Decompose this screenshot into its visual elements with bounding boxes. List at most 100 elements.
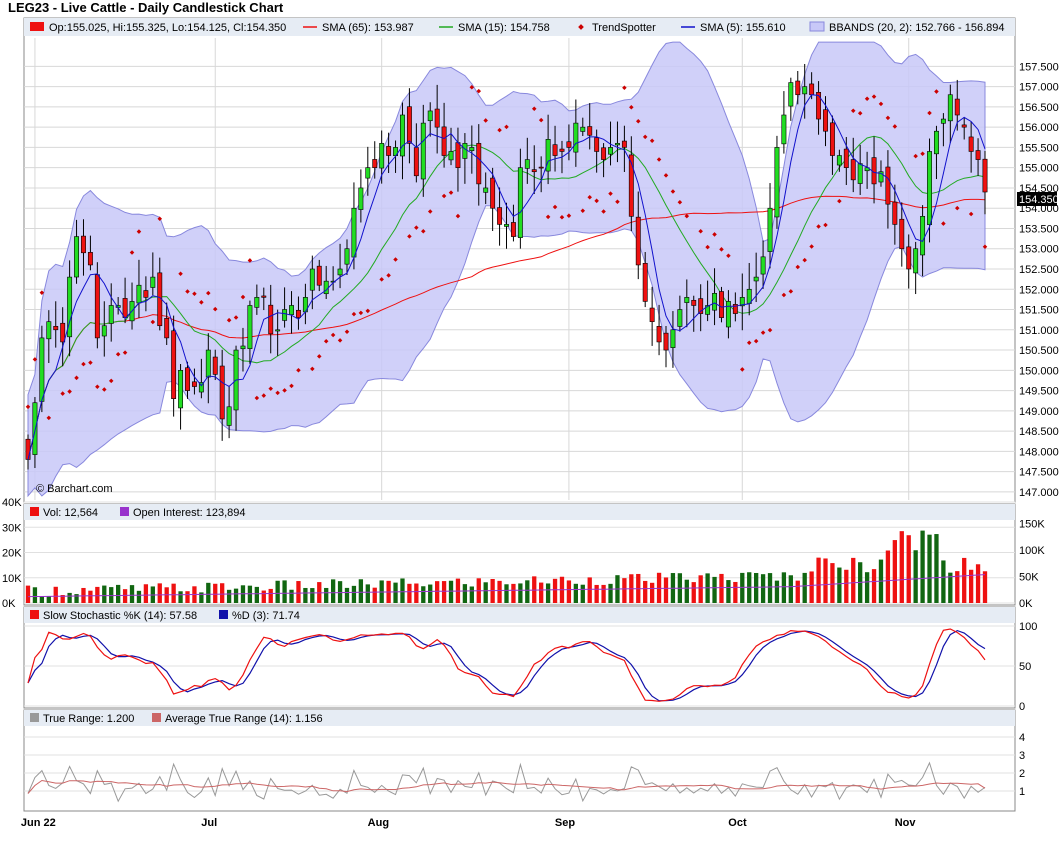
price-tick-label: 154.500 bbox=[1019, 183, 1059, 195]
trendspotter-marker bbox=[788, 289, 794, 294]
candle-body bbox=[240, 345, 246, 350]
candle-body bbox=[191, 381, 197, 387]
volume-bar bbox=[733, 581, 738, 603]
volume-right-tick: 50K bbox=[1019, 572, 1039, 584]
price-tick-label: 149.000 bbox=[1019, 406, 1059, 418]
stochastic-tick: 50 bbox=[1019, 661, 1031, 673]
volume-bar bbox=[32, 587, 38, 603]
trendspotter-marker bbox=[316, 354, 322, 359]
candle-body bbox=[150, 276, 156, 288]
price-tick-label: 153.000 bbox=[1019, 244, 1059, 256]
volume-bar bbox=[643, 580, 648, 603]
candle-body bbox=[372, 159, 378, 168]
trendspotter-marker bbox=[60, 391, 65, 396]
candle-body bbox=[760, 256, 766, 275]
volume-bar bbox=[927, 534, 932, 603]
true-range-panel: 1 2 3 4 True Range: 1.200 Average True Rang… bbox=[23, 709, 1025, 812]
volume-left-tick: 20K bbox=[2, 548, 22, 560]
candle-body bbox=[670, 329, 676, 348]
candle-body bbox=[101, 325, 107, 337]
volume-left-tick: 0K bbox=[2, 598, 16, 610]
candle-body bbox=[545, 139, 551, 172]
candle-body bbox=[601, 147, 607, 160]
trendspotter-marker bbox=[448, 190, 454, 195]
candle-body bbox=[504, 224, 509, 227]
price-tick-label: 157.000 bbox=[1019, 82, 1059, 94]
trendspotter-marker bbox=[760, 330, 766, 335]
trendspotter-marker bbox=[206, 290, 211, 296]
x-axis-labels: Jun 22 Jul Aug Sep Oct Nov bbox=[21, 817, 916, 829]
volume-bar bbox=[663, 577, 669, 603]
candle-body bbox=[427, 110, 433, 122]
volume-legend: Vol: 12,564 bbox=[43, 507, 98, 519]
atr-line bbox=[27, 779, 986, 794]
candle-body bbox=[136, 284, 142, 304]
stoch-d-legend: %D (3): 71.74 bbox=[232, 610, 300, 622]
volume-bar bbox=[414, 583, 419, 603]
price-legend-bar bbox=[24, 18, 1015, 36]
sma15-legend: SMA (15): 154.758 bbox=[458, 22, 550, 34]
candle-body bbox=[25, 438, 31, 460]
sma5-line bbox=[27, 94, 986, 460]
candle-body bbox=[198, 382, 204, 393]
price-tick-label: 152.500 bbox=[1019, 264, 1059, 276]
volume-bar bbox=[656, 572, 662, 603]
bbands-legend: BBANDS (20, 2): 152.766 - 156.894 bbox=[829, 22, 1005, 34]
candle-body bbox=[663, 332, 669, 351]
candle-body bbox=[87, 252, 93, 266]
candle-body bbox=[656, 326, 662, 343]
volume-bar bbox=[608, 583, 613, 603]
volume-bar bbox=[129, 585, 135, 603]
volume-bar bbox=[754, 572, 759, 603]
trendspotter-marker bbox=[254, 395, 260, 401]
candle-body bbox=[247, 305, 253, 349]
candle-body bbox=[60, 322, 66, 343]
volume-bar bbox=[358, 579, 364, 603]
candle-body bbox=[365, 167, 371, 179]
volume-bar bbox=[948, 572, 953, 603]
volume-bar bbox=[823, 558, 828, 603]
candle-body bbox=[261, 295, 267, 298]
candle-body bbox=[934, 130, 939, 155]
candle-body bbox=[608, 147, 613, 155]
volume-bar bbox=[435, 581, 440, 603]
volume-bar bbox=[441, 581, 447, 603]
volume-bar bbox=[95, 586, 100, 603]
true-range-tick: 4 bbox=[1019, 732, 1025, 744]
volume-left-tick: 40K bbox=[2, 497, 22, 509]
candle-body bbox=[497, 207, 503, 225]
candle-body bbox=[684, 297, 690, 303]
volume-bar bbox=[88, 590, 93, 603]
true-range-y-axis: 1 2 3 4 bbox=[1019, 732, 1025, 798]
candle-body bbox=[850, 159, 856, 181]
volume-bar bbox=[975, 564, 981, 603]
candle-body bbox=[649, 307, 655, 322]
candle-body bbox=[122, 298, 128, 318]
true-range-line bbox=[27, 761, 986, 803]
volume-bar bbox=[46, 596, 51, 603]
price-tick-label: 157.500 bbox=[1019, 61, 1059, 73]
volume-bar bbox=[428, 584, 433, 603]
candle-body bbox=[975, 150, 981, 160]
trendspotter-legend-swatch bbox=[578, 24, 584, 30]
candle-body bbox=[490, 177, 496, 209]
bollinger-bands-fill bbox=[27, 41, 986, 498]
volume-bar bbox=[760, 574, 766, 603]
stochastic-legend-bar bbox=[24, 607, 1015, 623]
candle-body bbox=[81, 235, 86, 254]
volume-bar bbox=[892, 540, 897, 603]
candle-body bbox=[927, 151, 932, 225]
candle-body bbox=[857, 163, 863, 184]
volume-bar bbox=[539, 582, 544, 603]
candle-body bbox=[74, 236, 79, 278]
volume-bar bbox=[60, 595, 65, 603]
candle-body bbox=[961, 124, 967, 128]
volume-bar bbox=[885, 550, 891, 603]
volume-bar bbox=[67, 592, 72, 603]
volume-bar bbox=[337, 581, 343, 603]
trendspotter-marker bbox=[753, 338, 759, 344]
volume-bar bbox=[185, 591, 190, 603]
candle-body bbox=[462, 143, 468, 159]
volume-bar bbox=[102, 585, 107, 603]
